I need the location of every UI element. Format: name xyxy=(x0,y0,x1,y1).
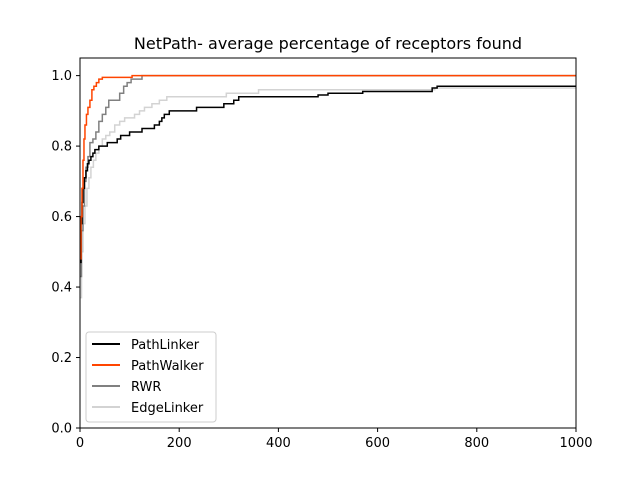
legend-label-edgelinker: EdgeLinker xyxy=(131,401,204,416)
x-tick-label: 400 xyxy=(266,436,291,451)
y-tick-label: 0.8 xyxy=(51,140,72,155)
legend: PathLinker PathWalker RWR EdgeLinker xyxy=(85,331,217,423)
y-tick-label: 0.0 xyxy=(51,422,72,437)
y-tick-label: 1.0 xyxy=(51,69,72,84)
x-tick-label: 800 xyxy=(464,436,489,451)
y-tick-label: 0.4 xyxy=(51,281,72,296)
plot-area-frame xyxy=(79,57,577,429)
y-tick-label: 0.2 xyxy=(51,351,72,366)
legend-label-pathlinker: PathLinker xyxy=(131,338,200,353)
y-tick-label: 0.6 xyxy=(51,210,72,225)
chart-title: NetPath- average percentage of receptors… xyxy=(134,34,522,53)
legend-label-pathwalker: PathWalker xyxy=(131,359,204,374)
series-line-edgelinker xyxy=(80,87,576,299)
series-line-pathlinker xyxy=(80,85,576,264)
legend-label-rwr: RWR xyxy=(131,380,161,395)
x-tick-label: 600 xyxy=(365,436,390,451)
series-layer xyxy=(80,74,576,299)
x-tick-label: 1000 xyxy=(559,436,592,451)
legend-box xyxy=(85,331,217,423)
series-line-pathwalker xyxy=(80,74,576,260)
x-tick-label: 200 xyxy=(167,436,192,451)
axes-ticks: 0 200 400 600 800 1000 0.0 0.2 0.4 0.6 0.8 1.0 xyxy=(51,69,592,451)
x-tick-label: 0 xyxy=(76,436,84,451)
